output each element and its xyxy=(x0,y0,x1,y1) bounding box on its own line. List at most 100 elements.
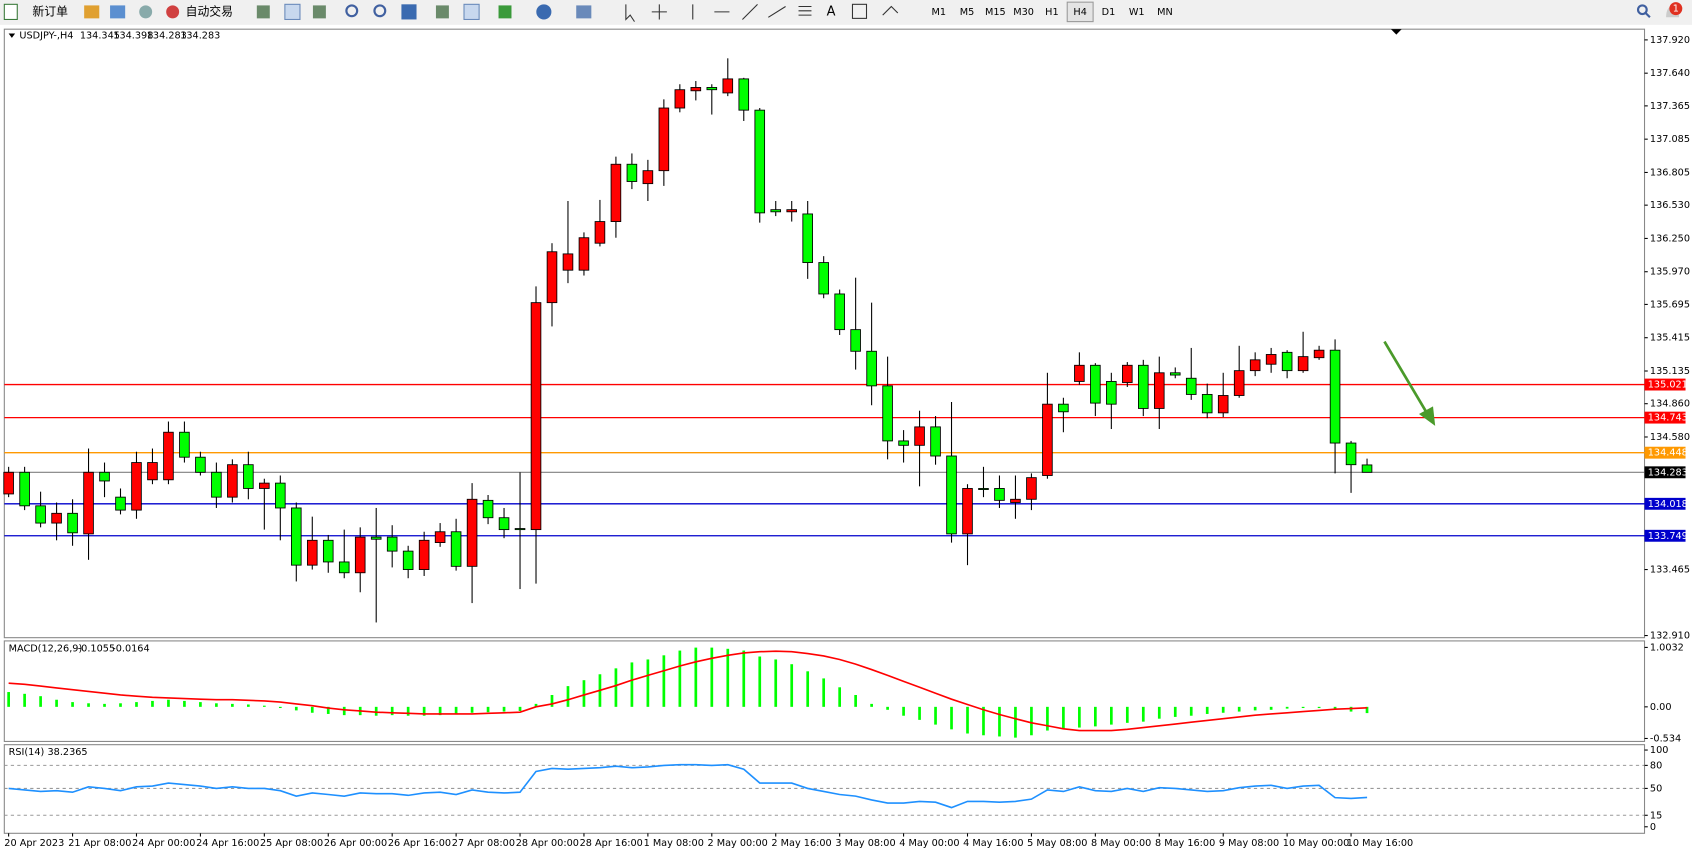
x-tick-label: 27 Apr 08:00 xyxy=(452,838,515,849)
icon[interactable] xyxy=(463,3,480,20)
timeframe-button[interactable]: H4 xyxy=(1073,7,1086,18)
candle-body xyxy=(1265,354,1277,365)
signal-value: -0.0164 xyxy=(112,643,149,654)
candle-body xyxy=(35,505,46,524)
text-icon[interactable]: A xyxy=(827,4,836,19)
y-tick-label: 136.805 xyxy=(1650,167,1690,178)
y-tick-label: 135.695 xyxy=(1650,299,1690,310)
timeframe-button[interactable]: D1 xyxy=(1102,7,1116,18)
draw-icons[interactable] xyxy=(768,5,812,18)
icon[interactable] xyxy=(139,5,153,19)
y-tick-label: 1.0032 xyxy=(1650,642,1684,653)
candle-body xyxy=(786,209,797,213)
annotation-arrow-head xyxy=(1418,406,1436,426)
x-tick-label: 25 Apr 08:00 xyxy=(260,838,323,849)
y-tick-label: 132.910 xyxy=(1650,631,1690,642)
search[interactable] xyxy=(1644,12,1651,19)
macd-value: -0.1055 xyxy=(78,643,115,654)
candle-body xyxy=(866,350,877,387)
candle-body xyxy=(275,482,286,509)
icon[interactable] xyxy=(345,4,359,18)
auto-trading[interactable]: 自动交易 xyxy=(186,4,233,18)
candle-body xyxy=(67,512,78,534)
x-tick-label: 3 May 08:00 xyxy=(835,838,895,849)
candle-body xyxy=(1201,393,1213,414)
line-icons[interactable] xyxy=(692,3,758,20)
icon[interactable] xyxy=(84,5,100,19)
timeframe-button[interactable]: M5 xyxy=(960,7,975,18)
y-tick-label: 135.415 xyxy=(1650,333,1690,344)
candle-body xyxy=(706,87,718,91)
icon[interactable] xyxy=(498,5,512,19)
candle-body xyxy=(195,456,206,473)
candle-body xyxy=(1153,372,1165,409)
icon[interactable] xyxy=(401,4,417,20)
icon[interactable] xyxy=(373,4,387,18)
candle-body xyxy=(818,262,829,295)
active-timeframe xyxy=(1066,1,1094,23)
candle-body xyxy=(546,251,558,304)
timeframe-button[interactable]: MN xyxy=(1157,7,1173,18)
candle-body xyxy=(227,464,238,498)
toolbar: 新订单 自动交易 A M1 M5 M15 M30 H1 H4 D1 W1 MN xyxy=(0,0,1692,25)
icon[interactable] xyxy=(851,3,868,19)
candle-body xyxy=(578,237,590,271)
signal-line xyxy=(8,650,1368,732)
candle-body xyxy=(3,471,14,495)
candle-body xyxy=(1233,370,1245,396)
candle-body xyxy=(690,87,702,92)
icon[interactable] xyxy=(882,5,899,16)
candle-body xyxy=(370,536,382,540)
timeframe-button[interactable]: M1 xyxy=(932,7,947,18)
icon[interactable] xyxy=(312,5,326,19)
icon[interactable] xyxy=(110,5,126,19)
new-order-icon[interactable] xyxy=(3,3,18,20)
timeframe-button[interactable]: H1 xyxy=(1045,7,1058,18)
candle-body xyxy=(306,539,318,566)
candle-body xyxy=(1249,359,1261,372)
candle-body xyxy=(882,385,893,442)
crosshair-icon[interactable] xyxy=(651,4,667,20)
candle-body xyxy=(1106,381,1117,405)
x-tick-label: 28 Apr 00:00 xyxy=(516,838,579,849)
level-label: 133.749 xyxy=(1648,531,1688,542)
timeframe-button[interactable]: M15 xyxy=(985,7,1006,18)
candle-body xyxy=(211,471,222,498)
search[interactable] xyxy=(1636,4,1648,16)
candle-body xyxy=(418,539,430,570)
candle-body xyxy=(291,507,302,566)
auto-trading-icon[interactable] xyxy=(166,5,180,19)
x-tick-label: 1 May 08:00 xyxy=(644,838,704,849)
ohlc-open: 134.345 xyxy=(80,31,120,42)
x-tick-label: 20 Apr 2023 xyxy=(4,838,64,849)
icon[interactable] xyxy=(284,3,301,20)
icon[interactable] xyxy=(435,5,449,19)
candle-body xyxy=(1185,377,1197,395)
y-tick-label: 0 xyxy=(1650,822,1656,833)
timeframe-button[interactable]: M30 xyxy=(1013,7,1034,18)
candle-body xyxy=(946,455,957,535)
toolbar-bg xyxy=(0,0,1692,25)
candle-body xyxy=(978,488,989,490)
shift-marker xyxy=(1390,29,1402,35)
main-pane xyxy=(3,28,1646,639)
level-label-bg xyxy=(1644,446,1686,459)
candle-body xyxy=(450,531,462,567)
cursor-icon[interactable] xyxy=(625,4,635,22)
candle-body xyxy=(610,163,622,222)
candle-body xyxy=(163,431,174,481)
candle-body xyxy=(51,512,62,524)
icon[interactable] xyxy=(576,5,592,19)
y-tick-label: 135.970 xyxy=(1650,267,1690,278)
icon[interactable] xyxy=(256,5,270,19)
candle-body xyxy=(738,78,750,111)
timeframe-button[interactable]: W1 xyxy=(1129,7,1145,18)
candle-body xyxy=(386,536,398,552)
timeframes: M1 M5 M15 M30 H1 H4 D1 W1 MN xyxy=(932,1,1173,23)
candle-body xyxy=(434,531,446,543)
candle-body xyxy=(322,539,334,563)
annotation-arrow xyxy=(1383,340,1430,417)
icon[interactable] xyxy=(536,4,552,20)
x-tick-label: 24 Apr 16:00 xyxy=(196,838,259,849)
new-order[interactable]: 新订单 xyxy=(32,4,68,18)
